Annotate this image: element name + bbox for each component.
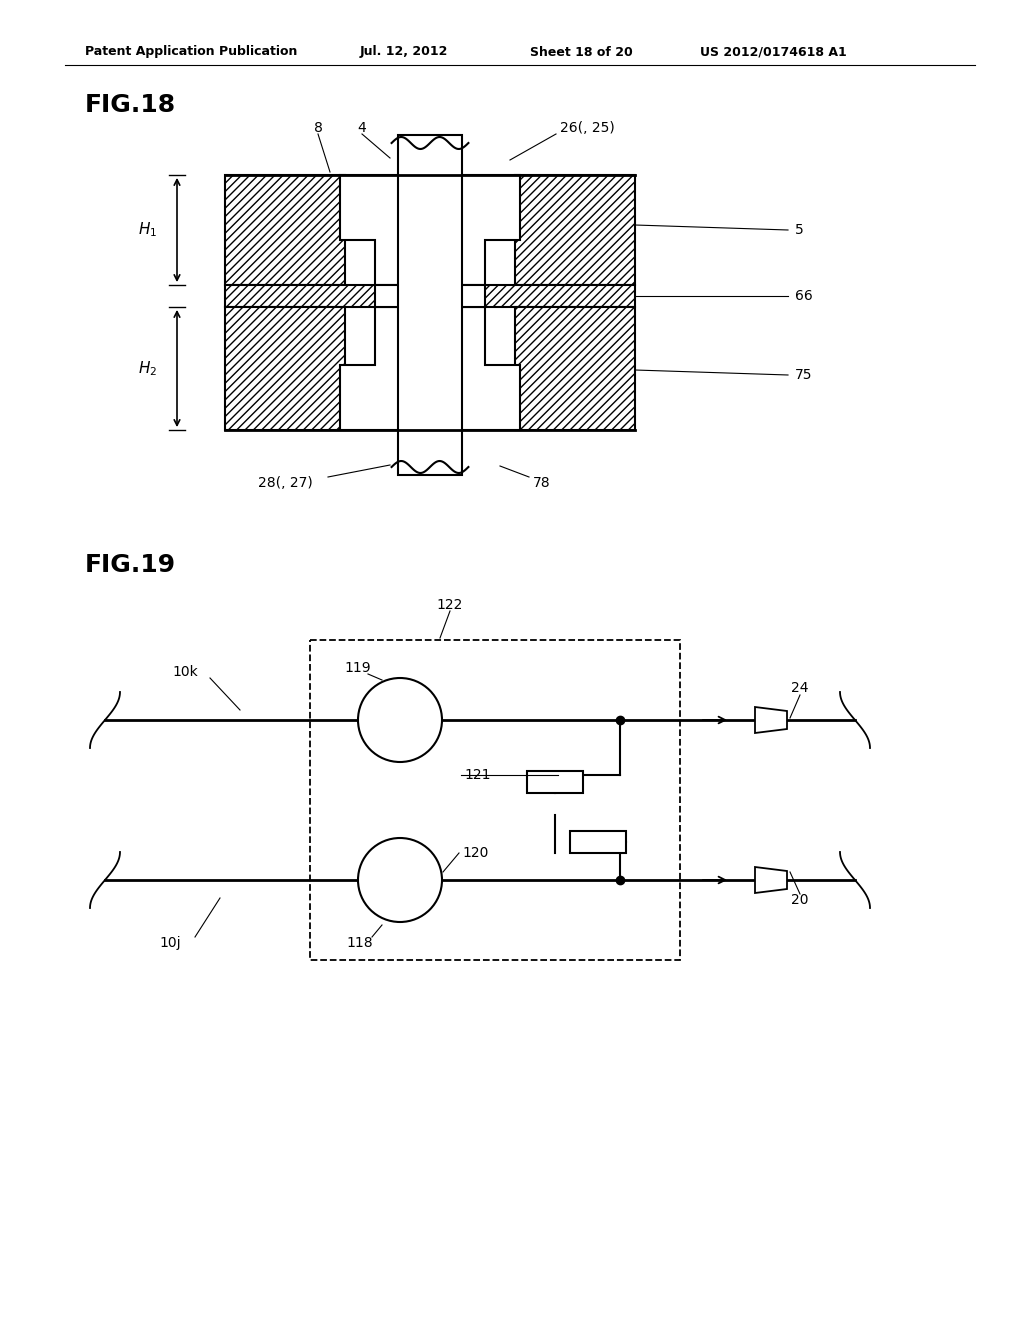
Polygon shape [225,285,635,308]
Circle shape [358,678,442,762]
Text: FIG.19: FIG.19 [85,553,176,577]
Text: Patent Application Publication: Patent Application Publication [85,45,297,58]
Text: US 2012/0174618 A1: US 2012/0174618 A1 [700,45,847,58]
Text: 78: 78 [534,477,551,490]
Text: 121: 121 [464,768,490,781]
Text: 26(, 25): 26(, 25) [560,121,614,135]
Text: 75: 75 [795,368,812,381]
Bar [570,832,626,853]
Polygon shape [755,867,787,894]
Polygon shape [340,308,520,430]
Text: 118: 118 [347,936,374,950]
Text: Jul. 12, 2012: Jul. 12, 2012 [360,45,449,58]
Text: 66: 66 [795,289,813,304]
Polygon shape [340,176,520,285]
Text: 10j: 10j [159,936,181,950]
Text: 24: 24 [792,681,809,696]
Text: 20: 20 [792,894,809,907]
Text: 10k: 10k [172,665,198,678]
Polygon shape [515,176,635,285]
Text: 5: 5 [795,223,804,238]
Text: 120: 120 [462,846,488,861]
Text: $H_2$: $H_2$ [138,359,157,378]
Polygon shape [398,135,462,475]
Polygon shape [375,285,485,308]
Polygon shape [515,308,635,430]
Text: Sheet 18 of 20: Sheet 18 of 20 [530,45,633,58]
Circle shape [358,838,442,921]
Polygon shape [225,176,345,285]
Text: 119: 119 [345,661,372,675]
Polygon shape [225,308,345,430]
Bar [527,771,583,793]
Text: 28(, 27): 28(, 27) [258,477,312,490]
Text: 8: 8 [313,121,323,135]
Text: 4: 4 [357,121,367,135]
Polygon shape [755,708,787,733]
Text: 122: 122 [437,598,463,612]
Text: FIG.18: FIG.18 [85,92,176,117]
Text: $H_1$: $H_1$ [138,220,157,239]
